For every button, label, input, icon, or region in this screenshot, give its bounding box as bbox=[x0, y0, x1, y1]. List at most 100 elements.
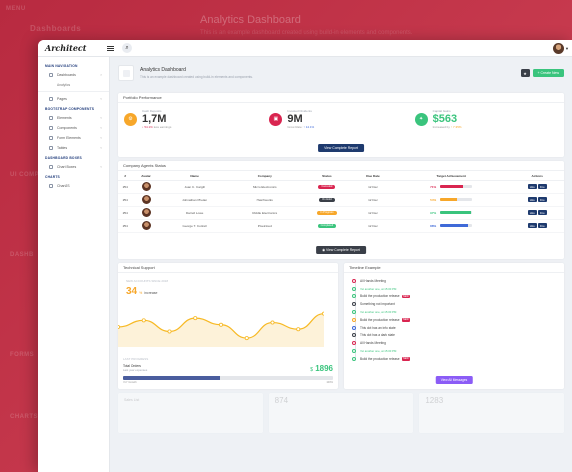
car-icon bbox=[49, 126, 53, 130]
sidebar-item-dashboards[interactable]: Dashboards ˄ bbox=[38, 70, 109, 80]
light-icon bbox=[49, 136, 53, 140]
portfolio-performance-card: Portfolio Performance ⚙ Cash Deposits 1,… bbox=[118, 93, 564, 157]
settings-icon: ⚙ bbox=[124, 112, 137, 126]
total-orders-amount: $ 1896 bbox=[310, 364, 333, 373]
accounts-value: 34 bbox=[126, 286, 138, 297]
chevron-down-icon[interactable]: ▼ bbox=[565, 46, 569, 51]
target-value: 97% bbox=[430, 210, 437, 215]
sidebar-item-pages[interactable]: Pages ˅ bbox=[38, 94, 109, 104]
fire-button[interactable]: Fire bbox=[537, 222, 547, 229]
target-value: 88% bbox=[430, 223, 437, 228]
sidebar-subitem-analytics[interactable]: Analytics bbox=[57, 82, 71, 87]
timeline-dot-icon bbox=[352, 349, 356, 354]
chevron-down-icon: ˅ bbox=[100, 146, 102, 150]
hire-button[interactable]: Hire bbox=[527, 183, 537, 190]
row-id: #54 bbox=[118, 219, 133, 233]
chart-point bbox=[118, 325, 120, 329]
sidebar-item-chart-boxes[interactable]: Chart Boxes ˅ bbox=[38, 162, 109, 172]
sidebar-item-elements[interactable]: Elements ˅ bbox=[38, 113, 109, 123]
agent-company: Hatchworks bbox=[229, 193, 300, 207]
col-header: Avatar bbox=[132, 173, 160, 181]
sidebar-section-title: CHARTS bbox=[45, 175, 60, 179]
topbar: Architect ⌕ ▼ bbox=[38, 40, 572, 57]
target-progress-bar bbox=[440, 223, 473, 228]
company-agents-card: Company Agents Status # Avatar Name Comp… bbox=[118, 161, 564, 259]
timeline-dot-icon bbox=[352, 278, 356, 283]
fire-button[interactable]: Fire bbox=[537, 183, 547, 190]
row-id: #54 bbox=[118, 180, 133, 194]
timeline-dot-icon bbox=[352, 286, 356, 291]
total-orders-subtitle: Last year expenses bbox=[123, 368, 148, 372]
hire-button[interactable]: Hire bbox=[527, 209, 537, 216]
agent-name: George T. Cottrell bbox=[159, 219, 230, 233]
sidebar: MAIN NAVIGATION Dashboards ˄ Analytics P… bbox=[38, 57, 110, 472]
sidebar-item-tables[interactable]: Tables ˅ bbox=[38, 143, 109, 153]
avatar bbox=[141, 207, 151, 217]
view-complete-report-button[interactable]: View Complete Report bbox=[318, 144, 364, 152]
bg-left-label-2: DASHB bbox=[10, 252, 34, 258]
agent-name: Darrell Lowe bbox=[159, 206, 230, 220]
invested-dividents-value: 9M bbox=[287, 113, 303, 125]
create-new-button[interactable]: + Create New bbox=[532, 69, 564, 77]
timeline-item: Build the production release NEW bbox=[352, 316, 564, 324]
status-badge: Canceled bbox=[318, 184, 336, 189]
logo[interactable]: Architect bbox=[38, 43, 122, 53]
timeline-dot-icon bbox=[352, 310, 356, 315]
eye-icon: ◉ bbox=[322, 248, 327, 252]
chart-area bbox=[118, 313, 324, 347]
orders-progress-bar bbox=[123, 376, 333, 380]
page-icon bbox=[118, 65, 134, 81]
chevron-down-icon: ˅ bbox=[100, 136, 102, 140]
table-row: #54 Darrell Lowe Riddle Electronics In Prog… bbox=[118, 206, 564, 220]
table-row: #54 Juan C. Cargill Micro Electronics Cance… bbox=[118, 180, 564, 194]
timeline-item: All Hands Meeting bbox=[352, 339, 564, 347]
due-date: 12 Dec bbox=[354, 219, 392, 233]
timeline-dot-icon bbox=[352, 341, 356, 346]
due-date: 12 Dec bbox=[354, 180, 392, 194]
fire-button[interactable]: Fire bbox=[537, 196, 547, 203]
star-button[interactable]: ★ bbox=[520, 69, 530, 77]
chart-point bbox=[167, 329, 172, 334]
chart-point bbox=[322, 311, 324, 316]
sidebar-section-title: DASHBOARD BOXES bbox=[45, 156, 82, 160]
view-all-messages-button[interactable]: View All Messages bbox=[435, 376, 473, 384]
bg-left-label-3: FORMS bbox=[10, 352, 35, 358]
timeline-dot-icon bbox=[352, 294, 356, 299]
wallet-icon: ▣ bbox=[269, 112, 283, 126]
chart-point bbox=[219, 322, 224, 327]
page-header: Analytics Dashboard This is an example d… bbox=[118, 57, 564, 89]
bg-dashboards-label: Dashboards bbox=[30, 24, 82, 33]
bg-subtitle: This is an example dashboard created usi… bbox=[200, 30, 413, 36]
avatar bbox=[141, 220, 151, 230]
capital-gains-widget: ✦ Capital Gains $563 Increased by ↑ 7.35… bbox=[414, 109, 560, 129]
hire-button[interactable]: Hire bbox=[527, 196, 537, 203]
chevron-down-icon: ˅ bbox=[100, 165, 102, 169]
fire-button[interactable]: Fire bbox=[537, 209, 547, 216]
target-progress-bar bbox=[440, 197, 473, 202]
chevron-down-icon: ˅ bbox=[100, 116, 102, 120]
agent-name: Johnathan Phelan bbox=[159, 193, 230, 207]
view-complete-report-button[interactable]: ◉ View Complete Report bbox=[316, 246, 366, 254]
status-badge: On Hold bbox=[319, 197, 335, 202]
sidebar-item-form-elements[interactable]: Form Elements ˅ bbox=[38, 133, 109, 143]
chart-point bbox=[296, 327, 301, 332]
main-content: Analytics Dashboard This is an example d… bbox=[110, 57, 572, 472]
col-header: Name bbox=[159, 173, 230, 181]
row-id: #54 bbox=[118, 193, 133, 207]
col-header: Company bbox=[229, 173, 300, 181]
last-progress-label: LAST PROGRESS bbox=[123, 357, 149, 361]
card-title: Portfolio Performance bbox=[118, 93, 564, 103]
hire-button[interactable]: Hire bbox=[527, 222, 537, 229]
sidebar-item-components[interactable]: Components ˅ bbox=[38, 123, 109, 133]
graph-icon bbox=[49, 184, 53, 188]
timeline-card: Timeline Example All Hands Meeting Yet an… bbox=[344, 263, 564, 389]
avatar[interactable] bbox=[553, 43, 564, 54]
card-title: Company Agents Status bbox=[118, 161, 564, 171]
support-line-chart bbox=[118, 311, 324, 347]
sidebar-item-chartjs[interactable]: ChartJS bbox=[38, 181, 109, 191]
timeline-dot-icon bbox=[352, 317, 356, 322]
display-icon bbox=[49, 146, 53, 150]
search-icon[interactable]: ⌕ bbox=[122, 43, 132, 53]
agent-name: Juan C. Cargill bbox=[159, 180, 230, 194]
hamburger-icon[interactable] bbox=[107, 45, 114, 51]
